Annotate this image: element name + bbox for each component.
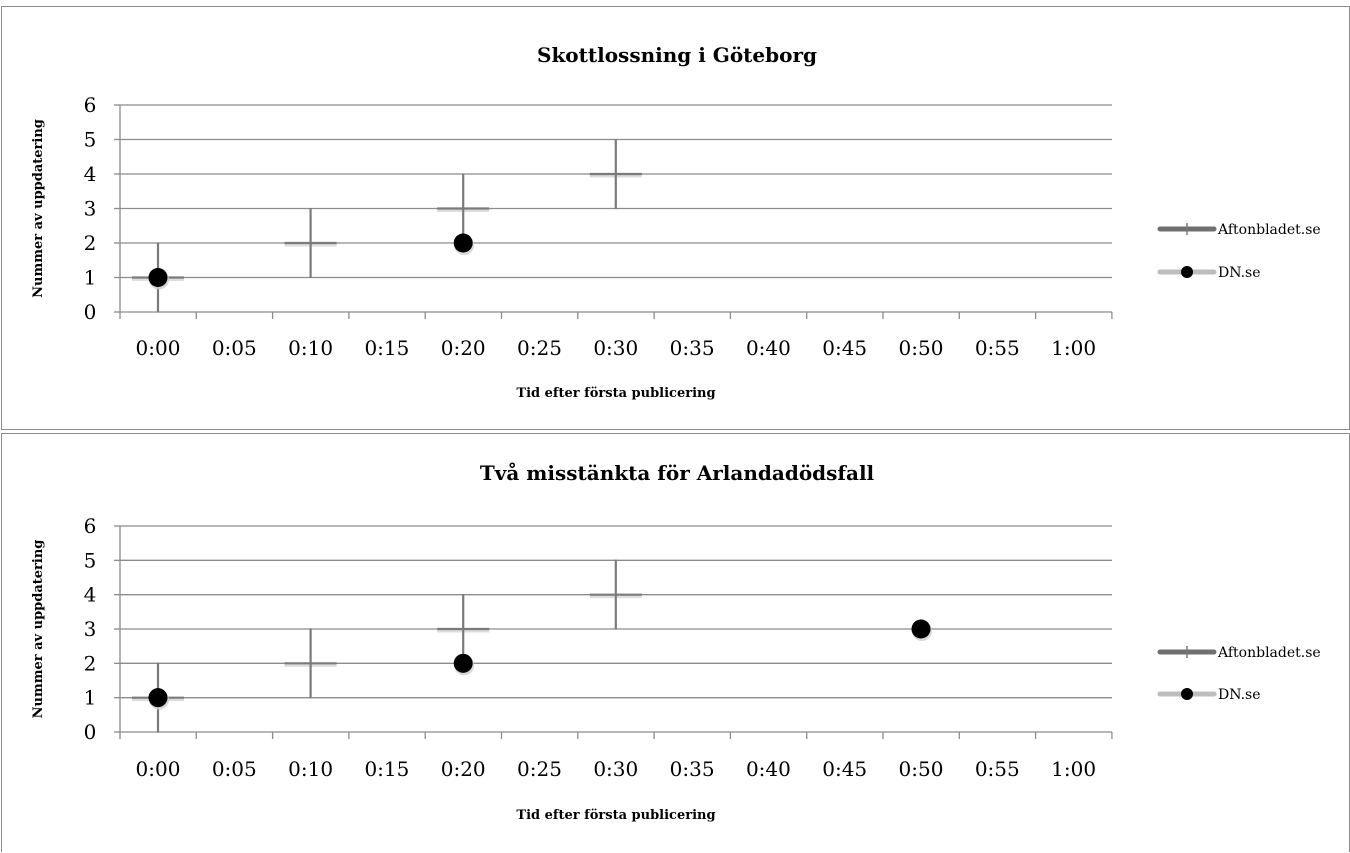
y-axis-title: Nummer av uppdatering [31,540,46,719]
x-tick-label: 0:15 [364,757,409,781]
y-tick-label: 3 [84,617,97,641]
data-point-dn [911,619,931,639]
x-tick-label: 0:45 [822,757,867,781]
legend-circle-marker [1181,266,1193,278]
chart-title: Två misstänkta för Arlandadödsfall [480,461,875,485]
legend-label: DN.se [1218,687,1261,703]
chart-title: Skottlossning i Göteborg [537,43,817,67]
x-tick-label: 1:00 [1051,336,1096,360]
y-tick-label: 6 [84,93,97,117]
chart-svg-2: Två misstänkta för Arlandadödsfall 0 1 2 3 4 5… [31,461,1321,823]
data-point-dn [453,653,473,673]
y-axis-title: Nummer av uppdatering [31,119,46,298]
y-tick-label: 2 [84,651,97,675]
x-axis-title: Tid efter första publicering [516,386,715,401]
x-tick-label: 1:00 [1051,757,1096,781]
y-tick-label: 1 [84,266,97,290]
data-point-dn [148,268,168,287]
x-tick-label: 0:20 [441,336,486,360]
y-tick-label: 5 [84,128,97,152]
x-tick-label: 0:05 [212,336,257,360]
y-tick-label: 6 [84,514,97,538]
y-tick-label: 2 [84,231,97,255]
y-tick-label: 0 [84,300,97,324]
x-tick-label: 0:00 [136,336,181,360]
data-point-dn [148,688,168,708]
y-tick-label: 1 [84,686,97,710]
legend-entry: Aftonbladet.se [1157,222,1321,238]
x-tick-label: 0:10 [288,336,333,360]
data-point-aftonbladet [589,559,642,630]
x-tick-label: 0:35 [670,336,715,360]
chart-panel-1: Skottlossning i Göteborg 0 1 2 3 4 5 6 0:00 0:05 0… [1,6,1350,430]
x-tick-label: 0:55 [975,757,1020,781]
x-tick-label: 0:00 [136,757,181,781]
data-point-aftonbladet [437,594,490,664]
x-tick-label: 0:45 [822,336,867,360]
x-tick-label: 0:20 [441,757,486,781]
chart-svg-1: Skottlossning i Göteborg 0 1 2 3 4 5 6 0:00 0:05 0… [31,43,1321,401]
data-point-aftonbladet [589,139,642,209]
data-point-aftonbladet [284,208,337,278]
legend-entry: DN.se [1157,265,1261,281]
y-tick-label: 0 [84,720,97,744]
y-tick-label: 3 [84,197,97,221]
data-point-aftonbladet [437,173,490,244]
x-tick-label: 0:40 [746,336,791,360]
legend-entry: Aftonbladet.se [1157,645,1321,661]
x-tick-label: 0:10 [288,757,333,781]
legend-entry: DN.se [1157,687,1261,703]
legend-label: DN.se [1218,265,1261,281]
chart-panel-2: Två misstänkta för Arlandadödsfall 0 1 2 3 4 5… [1,433,1350,852]
y-tick-label: 4 [84,162,97,186]
y-tick-label: 5 [84,548,97,572]
x-tick-label: 0:50 [899,336,944,360]
data-point-aftonbladet [284,628,337,699]
legend-label: Aftonbladet.se [1217,222,1321,238]
x-tick-label: 0:15 [364,336,409,360]
x-tick-label: 0:50 [899,757,944,781]
x-tick-label: 0:35 [670,757,715,781]
legend-label: Aftonbladet.se [1217,645,1321,661]
x-tick-label: 0:55 [975,336,1020,360]
x-tick-label: 0:40 [746,757,791,781]
x-tick-label: 0:25 [517,336,562,360]
x-tick-label: 0:25 [517,757,562,781]
x-tick-label: 0:30 [593,757,638,781]
y-tick-label: 4 [84,583,97,607]
x-axis-title: Tid efter första publicering [516,808,715,823]
legend-circle-marker [1181,688,1193,700]
x-tick-label: 0:05 [212,757,257,781]
x-tick-label: 0:30 [593,336,638,360]
data-point-dn [453,233,473,253]
